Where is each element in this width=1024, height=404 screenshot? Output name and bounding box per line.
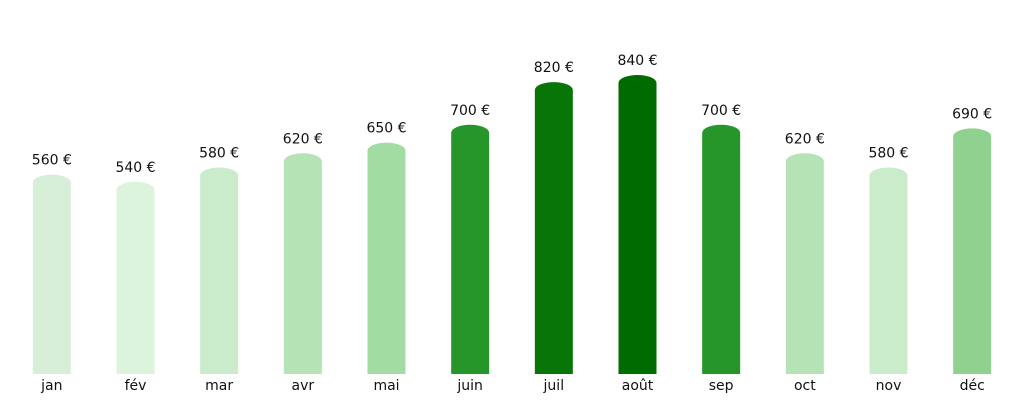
x-tick-label: oct: [794, 378, 816, 394]
x-tick-label: fév: [125, 378, 147, 394]
x-tick-label: mai: [373, 378, 399, 394]
bar: [200, 167, 239, 374]
value-label: 580 €: [199, 146, 239, 162]
value-label: 820 €: [534, 60, 574, 76]
value-label: 840 €: [617, 53, 657, 69]
bar: [869, 167, 908, 374]
bar: [953, 128, 992, 374]
x-tick-label: sep: [709, 378, 734, 394]
x-tick-label: déc: [960, 378, 985, 394]
bar: [702, 124, 741, 374]
x-tick-label: nov: [876, 378, 902, 394]
x-tick-label: mar: [205, 378, 233, 394]
x-tick-label: juil: [543, 378, 565, 394]
x-tick-label: août: [622, 378, 654, 394]
bar: [618, 74, 657, 375]
value-label: 580 €: [868, 146, 908, 162]
value-label: 700 €: [701, 103, 741, 119]
x-tick-label: jan: [40, 378, 62, 394]
bar: [116, 181, 155, 374]
bar: [534, 82, 573, 374]
value-label: 690 €: [952, 106, 992, 122]
x-tick-label: juin: [456, 378, 483, 394]
value-label: 700 €: [450, 103, 490, 119]
x-tick-label: avr: [292, 378, 315, 394]
value-label: 620 €: [283, 131, 323, 147]
value-label: 560 €: [32, 153, 72, 169]
value-label: 540 €: [115, 160, 155, 176]
bar: [785, 153, 824, 374]
bar: [32, 174, 71, 374]
value-label: 650 €: [366, 121, 406, 137]
bar: [367, 142, 406, 374]
bar: [283, 153, 322, 374]
bar: [451, 124, 490, 374]
value-label: 620 €: [785, 131, 825, 147]
